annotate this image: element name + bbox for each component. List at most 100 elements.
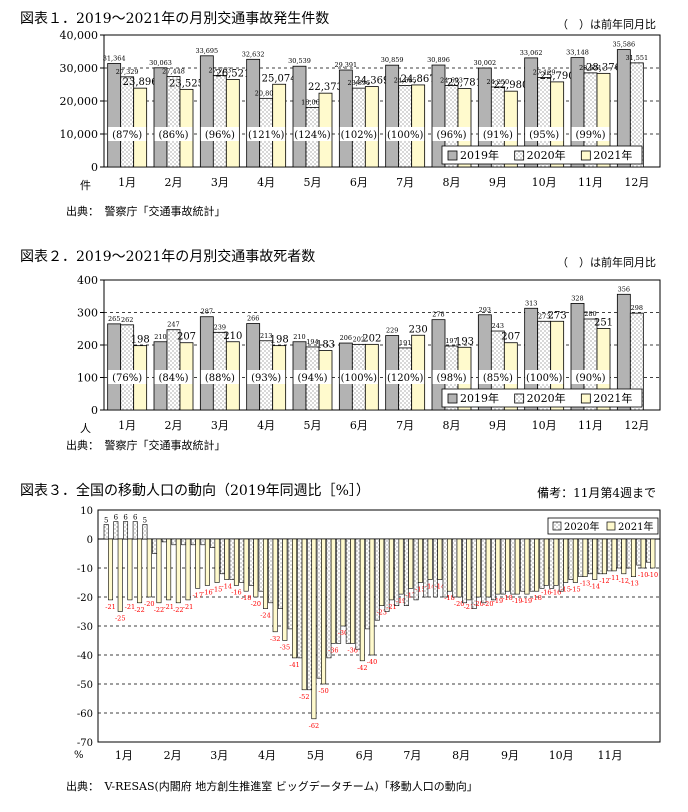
bar-2020年 <box>316 538 322 679</box>
legend-swatch <box>447 150 458 161</box>
bar-2021年 <box>272 538 278 633</box>
data-label: -13 <box>628 580 638 588</box>
ratio-bg <box>478 127 517 141</box>
ratio-label: (95%) <box>529 130 559 141</box>
x-tick-label: 12月 <box>624 176 649 189</box>
ratio-bg <box>293 370 332 384</box>
bar-2020年 <box>398 85 413 168</box>
legend-label: 2019年 <box>460 148 499 162</box>
bar-2021年 <box>156 538 162 604</box>
x-tick-label: 3月 <box>210 749 228 762</box>
bar-2021年 <box>524 538 530 595</box>
data-label: -24 <box>260 612 270 620</box>
data-label: -14 <box>222 583 232 591</box>
y-tick-label: 100 <box>77 372 98 385</box>
data-label: 198 <box>270 335 289 346</box>
bar-2020年 <box>132 521 138 540</box>
data-label: -17 <box>406 591 416 599</box>
bar-2021年 <box>408 538 414 589</box>
bar-2021年 <box>553 538 559 586</box>
ratio-bg <box>386 127 425 141</box>
data-label: -62 <box>309 722 319 730</box>
bar-2021年 <box>621 538 627 575</box>
bar-2020年 <box>626 538 632 569</box>
bar-2021年 <box>650 538 656 569</box>
legend-box <box>547 517 659 535</box>
x-tick-label: 7月 <box>396 176 414 189</box>
bar-2020年 <box>481 538 487 604</box>
data-label: -19 <box>396 597 406 605</box>
data-label: 210 <box>223 331 242 342</box>
data-label: -15 <box>212 586 222 594</box>
bar-2020年 <box>307 538 313 691</box>
data-label: 280 <box>584 310 596 318</box>
bar-2020年 <box>462 538 467 604</box>
bar-2021年 <box>572 538 578 583</box>
bar-2021年 <box>185 538 191 601</box>
data-label: 273 <box>548 310 567 321</box>
bar-2020年 <box>568 538 574 580</box>
data-label: -22 <box>154 606 164 614</box>
y-tick-label: -60 <box>77 709 93 720</box>
ratio-bg <box>571 127 610 141</box>
data-label: 198 <box>131 335 150 346</box>
data-label: 293 <box>479 306 491 314</box>
bar-2021年 <box>411 84 426 168</box>
legend-swatch <box>514 393 525 404</box>
data-label: 328 <box>571 294 583 302</box>
data-label: 35,586 <box>612 41 635 49</box>
bar-2021年 <box>582 538 588 578</box>
data-label: 25,790 <box>540 71 575 82</box>
data-label: 191 <box>399 339 411 347</box>
bar-2020年 <box>120 76 135 168</box>
ratio-bg <box>525 127 564 141</box>
x-tick-label: 1月 <box>115 749 133 762</box>
data-label: 193 <box>455 336 474 347</box>
x-tick-label: 8月 <box>443 176 461 189</box>
ratio-label: (120%) <box>387 373 423 384</box>
legend-box <box>441 145 643 165</box>
ratio-bg <box>154 127 193 141</box>
data-label: 20,805 <box>255 89 278 97</box>
data-label: 210 <box>293 333 305 341</box>
data-label: -52 <box>299 693 309 701</box>
bar-2021年 <box>243 538 249 592</box>
data-label: 239 <box>214 323 226 331</box>
bar-2020年 <box>181 538 187 546</box>
data-label: 27,329 <box>116 68 139 76</box>
data-label: -18 <box>241 594 251 602</box>
ratio-label: (86%) <box>158 130 188 141</box>
data-label: 194 <box>306 338 318 346</box>
x-tick-label: 1月 <box>118 176 136 189</box>
data-label: 202 <box>353 335 365 343</box>
ratio-label: (100%) <box>526 373 562 384</box>
data-label: -21 <box>464 603 474 611</box>
bar-2021年 <box>137 538 143 604</box>
data-label: -25 <box>115 615 125 623</box>
bar-2021年 <box>117 538 123 612</box>
data-label: 33,062 <box>520 49 543 57</box>
data-label: 202 <box>362 333 381 344</box>
figure-1-title: 図表１．2019～2021年の月別交通事故発生件数 <box>20 11 330 27</box>
data-label: 183 <box>316 340 335 351</box>
data-label: 24,369 <box>354 76 389 87</box>
data-label: 31,551 <box>625 54 648 62</box>
data-label: 30,896 <box>427 56 450 64</box>
data-label: -10 <box>638 571 648 579</box>
bar-2021年 <box>534 538 540 592</box>
data-label: -22 <box>134 606 144 614</box>
bar-2020年 <box>336 538 342 644</box>
data-label: -35 <box>280 644 290 652</box>
data-label: 18,065 <box>301 98 324 106</box>
ratio-label: (100%) <box>341 373 377 384</box>
bar-2021年 <box>127 538 133 601</box>
data-label: -50 <box>318 687 328 695</box>
x-tick-label: 6月 <box>350 419 368 432</box>
x-tick-label: 2月 <box>165 176 183 189</box>
bar-2020年 <box>166 76 181 168</box>
bar-2021年 <box>398 538 404 595</box>
data-label: -16 <box>541 588 551 596</box>
legend-swatch <box>447 393 458 404</box>
bar-2021年 <box>225 79 240 168</box>
bar-2020年 <box>578 538 584 578</box>
